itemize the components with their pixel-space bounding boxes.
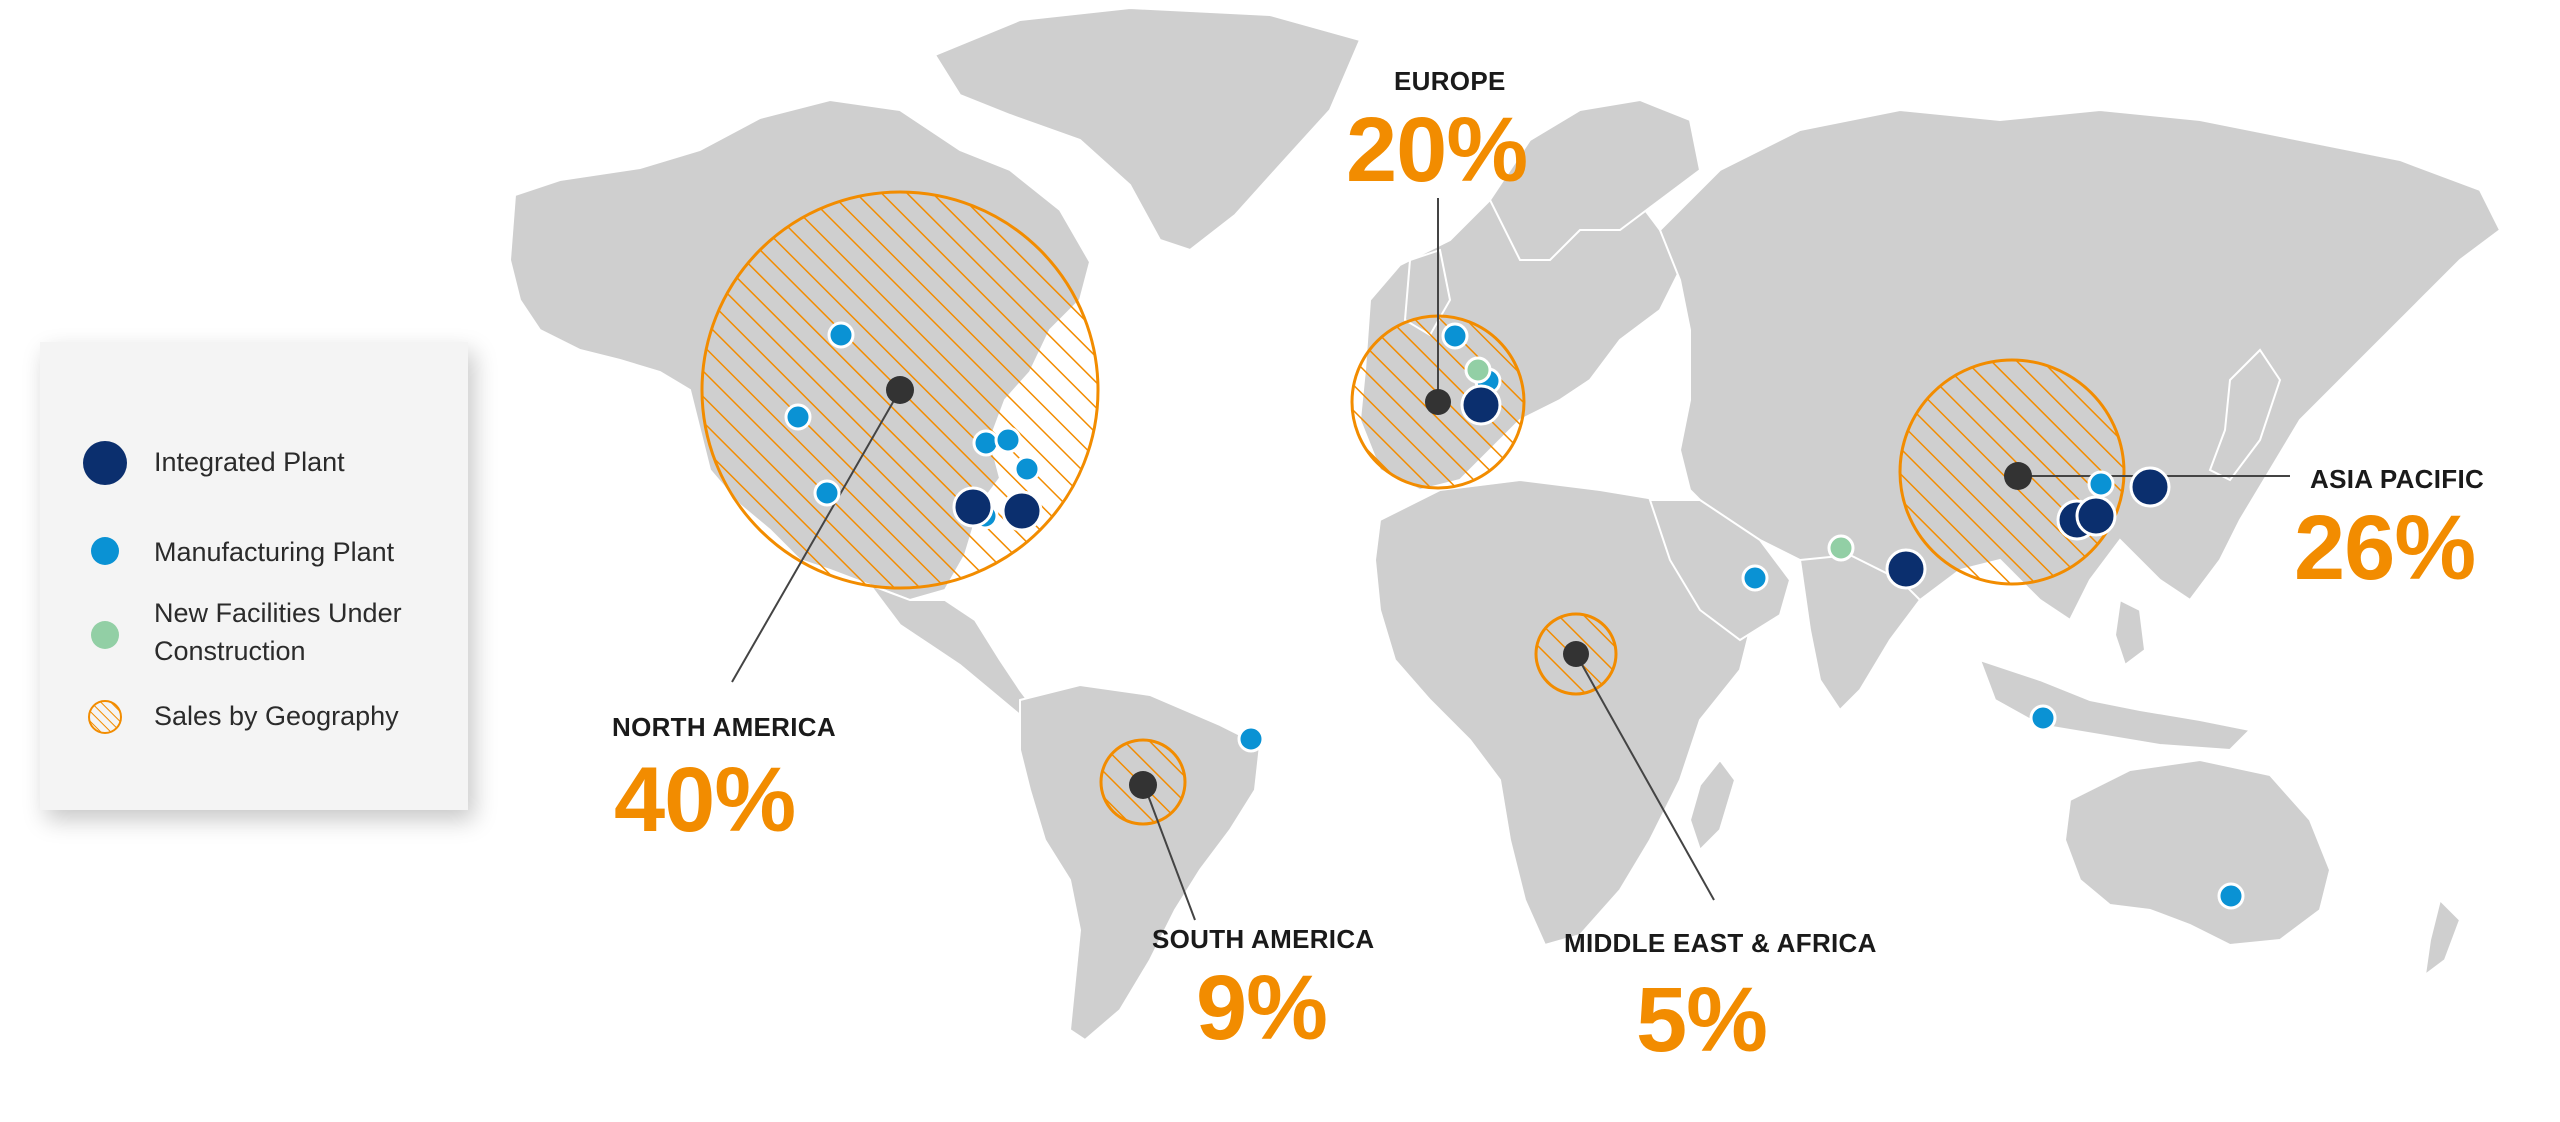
legend-label: Manufacturing Plant [154,537,395,567]
new-facility-marker [1464,356,1492,384]
region-percent-middle-east-africa: 5% [1636,969,1768,1071]
integrated-plant-marker [1001,490,1043,532]
manufacturing-plant-marker [827,321,855,349]
manufacturing-plant-marker [2217,882,2245,910]
philippines-land [2113,598,2147,667]
india-land [1798,553,1922,712]
manufacturing-plant-marker [2087,470,2115,498]
region-name-middle-east-africa: MIDDLE EAST & AFRICA [1564,928,1877,958]
new-zealand-land [2423,898,2462,978]
madagascar-land [1688,758,1737,852]
region-percent-asia-pacific: 26% [2294,497,2476,599]
new-facility-marker [1827,534,1855,562]
integrated-plant-marker [952,486,994,528]
leader-line-north-america [731,389,901,683]
leader-line-middle-east-africa [1575,653,1715,901]
integrated-plant-marker [2075,495,2117,537]
manufacturing-plant-marker [1013,455,1041,483]
manufacturing-plant-marker [972,429,1000,457]
region-percent-north-america: 40% [614,749,796,851]
integrated-plant-marker [1460,384,1502,426]
manufacturing-plant-marker [994,426,1022,454]
sales-hatch-icon [88,700,122,734]
region-name-south-america: SOUTH AMERICA [1152,924,1375,954]
region-centroids [886,376,2032,799]
legend-label: Integrated Plant [154,447,345,477]
centroid-europe [1425,389,1451,415]
region-percent-europe: 20% [1346,99,1528,201]
leader-line-south-america [1142,781,1196,921]
new-facility-icon [91,621,119,649]
manufacturing-plant-marker [784,403,812,431]
centroid-asia-pacific [2004,462,2032,490]
centroid-middle-east-africa [1563,641,1589,667]
indonesia-land [1978,658,2253,752]
manufacturing-plant-marker [813,479,841,507]
region-name-north-america: NORTH AMERICA [612,712,836,742]
region-name-europe: EUROPE [1394,66,1506,96]
integrated-plant-icon [83,441,127,485]
manufacturing-plant-marker [1237,725,1265,753]
manufacturing-plant-marker [1741,564,1769,592]
africa-land [1373,478,1752,947]
region-percent-south-america: 9% [1196,957,1328,1059]
manufacturing-plant-marker [2029,704,2057,732]
integrated-plant-marker [2129,466,2171,508]
greenland-land [933,6,1362,252]
centroid-north-america [886,376,914,404]
legend-panel: Integrated Plant Manufacturing Plant New… [40,342,468,810]
australia-land [2063,758,2332,947]
new-facilities [1464,356,1855,562]
leader-lines [731,198,2290,921]
region-name-asia-pacific: ASIA PACIFIC [2310,464,2485,494]
arabia-land [1648,499,1792,642]
legend-label: New Facilities Under Construction [154,598,402,666]
central-america-land [867,582,1037,717]
manufacturing-plant-icon [91,537,119,565]
scandinavia-land [1488,98,1702,261]
legend-label: Sales by Geography [154,701,399,731]
integrated-plant-marker [1885,548,1927,590]
south-america-land [1019,683,1262,1042]
integrated-plants [952,384,2171,590]
centroid-south-america [1129,771,1157,799]
japan-land [2208,348,2282,482]
manufacturing-plant-marker [1441,322,1469,350]
